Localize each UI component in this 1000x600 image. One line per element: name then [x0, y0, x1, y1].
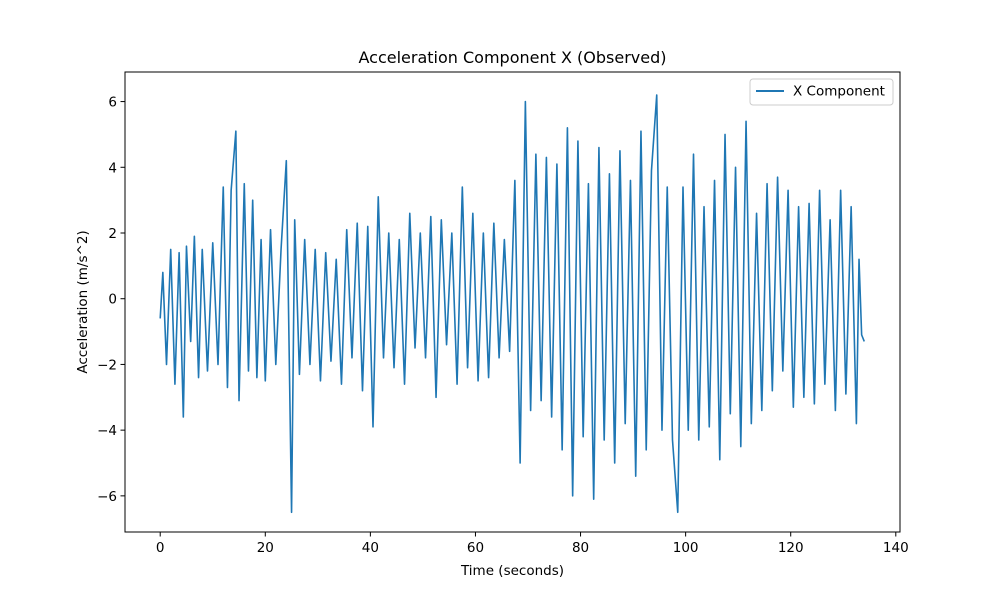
plot-frame — [124, 71, 901, 533]
x-tick-label: 0 — [156, 540, 165, 556]
series-layer — [159, 94, 866, 514]
series-line-x-component — [159, 94, 866, 514]
legend: X Component — [749, 78, 894, 106]
x-tick-label: 120 — [778, 540, 804, 556]
y-tick-label: 0 — [108, 292, 117, 308]
y-tick-label: −4 — [97, 423, 117, 439]
x-tick-label: 100 — [673, 540, 699, 556]
y-tick-label: 4 — [108, 160, 117, 176]
x-tick-label: 140 — [883, 540, 909, 556]
chart-title: Acceleration Component X (Observed) — [359, 48, 667, 67]
x-tick-label: 20 — [257, 540, 274, 556]
x-tick-label: 40 — [362, 540, 379, 556]
legend-label-x-component: X Component — [793, 84, 885, 100]
y-tick-label: 6 — [108, 95, 117, 111]
x-axis-label: Time (seconds) — [460, 563, 564, 579]
legend-box — [749, 78, 894, 106]
y-tick-label: 2 — [108, 226, 117, 242]
x-tick-label: 80 — [572, 540, 589, 556]
y-axis-label: Acceleration (m/s^2) — [75, 230, 91, 373]
y-axis: −6 −4 −2 0 2 4 6 — [97, 95, 125, 505]
y-tick-label: −6 — [97, 489, 117, 505]
plot-area — [124, 71, 901, 533]
x-axis: 0 20 40 60 80 100 120 140 — [156, 532, 909, 556]
y-tick-label: −2 — [97, 357, 117, 373]
x-tick-label: 60 — [467, 540, 484, 556]
